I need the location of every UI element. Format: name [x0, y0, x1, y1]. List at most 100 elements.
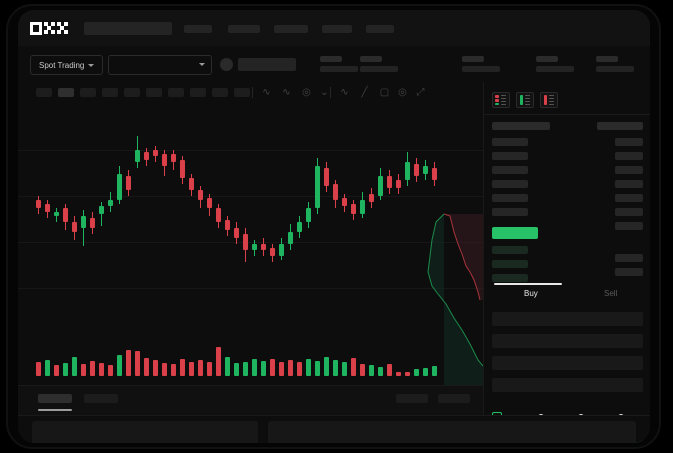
orderbook-row[interactable]	[492, 246, 528, 254]
candle-body	[117, 174, 122, 200]
volume-bar	[378, 367, 383, 376]
candle-body	[360, 200, 365, 214]
candle-body	[279, 244, 284, 256]
footer-action-button[interactable]	[438, 394, 470, 403]
template-icon[interactable]: ◎	[302, 87, 311, 98]
timeframe-chip[interactable]	[58, 88, 74, 97]
chart-footer-tabs	[18, 385, 483, 416]
volume-bar	[432, 366, 437, 376]
orderbook-row[interactable]	[615, 180, 643, 188]
header-nav-item[interactable]	[228, 25, 260, 33]
candle-body	[324, 168, 329, 186]
candle-body	[423, 166, 428, 174]
orderbook-row[interactable]	[492, 194, 528, 202]
timeframe-chip[interactable]	[234, 88, 250, 97]
candle-body	[180, 160, 185, 178]
candle-body	[162, 154, 167, 166]
candle-body	[108, 200, 113, 206]
timeframe-chip[interactable]	[212, 88, 228, 97]
trading-mode-selector[interactable]: Spot Trading	[30, 55, 104, 75]
orderbook-row[interactable]	[492, 138, 528, 146]
wave-icon[interactable]: ∿	[340, 87, 349, 98]
volume-bar	[126, 350, 131, 376]
candle-body	[81, 216, 86, 228]
settings-icon[interactable]: ◎	[398, 87, 407, 98]
order-form-input[interactable]	[492, 312, 643, 326]
market-subbar: Spot Trading	[18, 46, 650, 83]
header-nav-item[interactable]	[366, 25, 394, 33]
order-form-input[interactable]	[492, 378, 643, 392]
ruler-icon[interactable]: ╱	[361, 87, 368, 98]
orderbook-row[interactable]	[492, 260, 528, 268]
timeframe-chip[interactable]	[80, 88, 96, 97]
candle-body	[252, 244, 257, 250]
tab-buy[interactable]: Buy	[524, 289, 538, 298]
timeframe-chip[interactable]	[36, 88, 52, 97]
timeframe-chip[interactable]	[190, 88, 206, 97]
volume-bar	[342, 362, 347, 376]
candle-body	[189, 178, 194, 190]
market-stat-label	[596, 56, 618, 62]
okx-logo[interactable]	[30, 22, 68, 35]
camera-icon[interactable]: ▢	[379, 87, 390, 98]
candle-body	[333, 184, 338, 200]
orderbook-row[interactable]	[615, 166, 643, 174]
footer-tab[interactable]	[38, 394, 72, 403]
volume-bar	[396, 372, 401, 376]
candle-body	[261, 244, 266, 250]
orderbook-row[interactable]	[492, 274, 528, 282]
candle-body	[126, 176, 131, 190]
header-nav-item[interactable]	[184, 25, 212, 33]
orderbook-row[interactable]	[615, 222, 643, 230]
bottom-panel[interactable]	[268, 421, 636, 443]
orderbook-row[interactable]	[615, 268, 643, 276]
orderbook-row[interactable]	[615, 138, 643, 146]
panel-divider	[484, 114, 650, 115]
timeframe-chip[interactable]	[146, 88, 162, 97]
candle-body	[144, 152, 149, 160]
orderbook-row[interactable]	[615, 152, 643, 160]
footer-action-button[interactable]	[396, 394, 428, 403]
bottom-panel[interactable]	[32, 421, 258, 443]
candle	[216, 104, 221, 334]
search-input[interactable]	[84, 22, 172, 35]
orderbook-asks-icon[interactable]	[540, 92, 558, 108]
orderbook-row[interactable]	[615, 208, 643, 216]
timeframe-chip[interactable]	[168, 88, 184, 97]
orderbook-row[interactable]	[492, 152, 528, 160]
candle	[324, 104, 329, 334]
candle-body	[198, 190, 203, 200]
indicator-icon[interactable]: ∿	[262, 87, 271, 98]
compare-icon[interactable]: ∿	[282, 87, 291, 98]
candle	[405, 104, 410, 334]
orderbook-bids-icon[interactable]	[516, 92, 534, 108]
orderbook-row[interactable]	[492, 166, 528, 174]
volume-bar	[306, 359, 311, 376]
price-chart[interactable]	[18, 104, 483, 385]
candle	[99, 104, 104, 334]
header-nav-item[interactable]	[274, 25, 308, 33]
orderbook-row[interactable]	[492, 208, 528, 216]
candle	[261, 104, 266, 334]
timeframe-chip[interactable]	[102, 88, 118, 97]
timeframe-chip[interactable]	[124, 88, 140, 97]
header-nav-item[interactable]	[322, 25, 352, 33]
footer-tab[interactable]	[84, 394, 118, 403]
volume-bar	[189, 362, 194, 376]
orderbook-both-icon[interactable]	[492, 92, 510, 108]
undo-icon[interactable]: ⌄	[320, 87, 329, 98]
candle-body	[243, 234, 248, 250]
pair-selector[interactable]	[108, 55, 212, 75]
pair-name	[238, 58, 296, 71]
orderbook-row[interactable]	[492, 180, 528, 188]
orderbook-spread-marker[interactable]	[492, 227, 538, 239]
volume-bar	[90, 361, 95, 376]
tab-sell[interactable]: Sell	[604, 289, 618, 298]
order-form-input[interactable]	[492, 334, 643, 348]
orderbook-row[interactable]	[615, 254, 643, 262]
order-form-input[interactable]	[492, 356, 643, 370]
candle	[369, 104, 374, 334]
fullscreen-icon[interactable]: ⤢	[416, 87, 425, 98]
candle	[63, 104, 68, 334]
orderbook-row[interactable]	[615, 194, 643, 202]
